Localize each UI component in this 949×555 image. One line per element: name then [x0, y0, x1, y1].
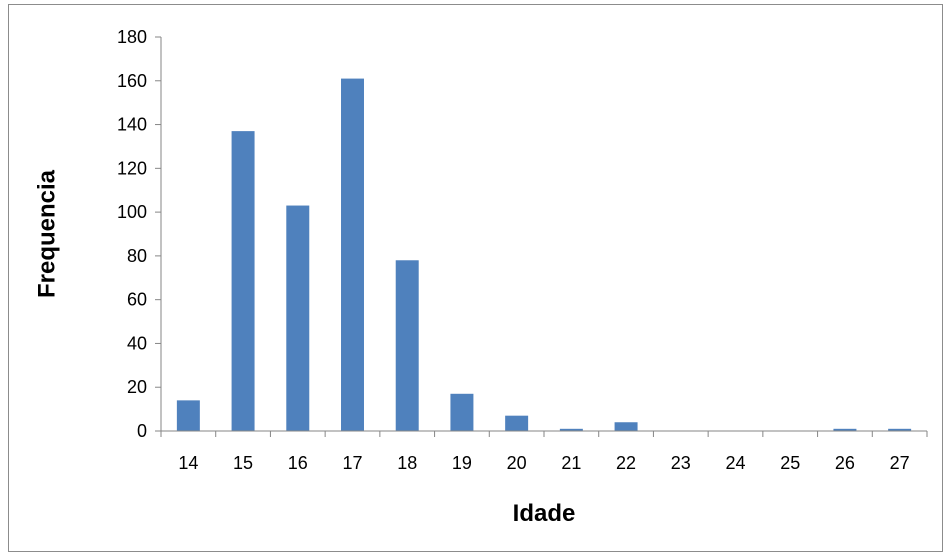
- x-tick-label: 26: [835, 453, 855, 473]
- y-axis-ticks: 0 20 40 60 80 100 120 140 160 180: [117, 27, 161, 441]
- chart-frame: [8, 4, 943, 552]
- x-tick-label: 20: [507, 453, 527, 473]
- x-tick-label: 23: [671, 453, 691, 473]
- bar-15: [231, 131, 255, 431]
- x-tick-label: 21: [561, 453, 581, 473]
- bar-22: [614, 422, 638, 431]
- x-tick-label: 19: [452, 453, 472, 473]
- bar-21: [559, 428, 583, 431]
- y-tick-label: 140: [117, 115, 147, 135]
- bar-19: [450, 393, 474, 431]
- x-tick-label: 15: [233, 453, 253, 473]
- bar-14: [176, 400, 200, 431]
- bar-26: [833, 428, 857, 431]
- x-tick-label: 18: [397, 453, 417, 473]
- x-tick-label: 16: [288, 453, 308, 473]
- x-axis-ticks: 14 15 16 17 18 19 20 21 22 23 24 25 26 27: [160, 431, 928, 473]
- x-axis-title: Idade: [513, 500, 576, 527]
- y-tick-label: 80: [127, 246, 147, 266]
- y-tick-label: 160: [117, 71, 147, 91]
- bar-series: [176, 78, 912, 431]
- x-tick-label: 14: [178, 453, 198, 473]
- x-tick-label: 17: [342, 453, 362, 473]
- x-tick-label: 25: [780, 453, 800, 473]
- bar-16: [286, 205, 310, 431]
- y-tick-label: 120: [117, 158, 147, 178]
- y-tick-label: 100: [117, 202, 147, 222]
- x-tick-label: 27: [890, 453, 910, 473]
- y-tick-label: 180: [117, 27, 147, 47]
- x-tick-label: 24: [725, 453, 745, 473]
- x-tick-label: 22: [616, 453, 636, 473]
- y-tick-label: 60: [127, 290, 147, 310]
- bar-18: [395, 260, 419, 431]
- bar-27: [888, 428, 912, 431]
- bar-17: [341, 78, 364, 431]
- y-tick-label: 40: [127, 333, 147, 353]
- bar-20: [505, 415, 529, 431]
- y-tick-label: 20: [127, 377, 147, 397]
- y-axis-title: Frequencia: [33, 169, 60, 298]
- y-tick-label: 0: [137, 421, 147, 441]
